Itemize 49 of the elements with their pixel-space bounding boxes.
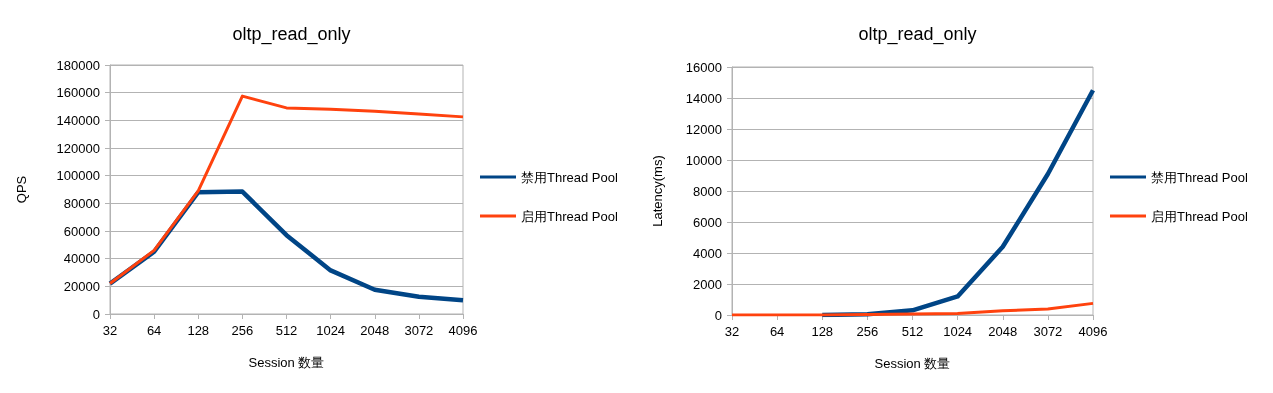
y-tick-label: 180000 xyxy=(56,57,100,73)
y-tick-label: 0 xyxy=(92,306,100,322)
x-axis-title: Session 数量 xyxy=(874,356,951,371)
legend-label: 禁用Thread Pool xyxy=(1151,169,1248,185)
y-tick-label: 100000 xyxy=(56,168,100,184)
chart-title: oltp_read_only xyxy=(232,24,351,45)
y-tick-label: 6000 xyxy=(693,214,722,230)
y-tick-label: 160000 xyxy=(56,85,100,101)
y-axis-title: QPS xyxy=(14,175,29,204)
y-tick-label: 20000 xyxy=(63,278,100,294)
legend-label: 禁用Thread Pool xyxy=(521,169,618,185)
x-tick-label: 128 xyxy=(187,323,210,338)
y-tick-label: 14000 xyxy=(685,90,722,106)
y-tick-label: 2000 xyxy=(693,276,722,292)
legend-label: 启用Thread Pool xyxy=(1151,208,1248,224)
x-tick-label: 512 xyxy=(901,324,924,339)
x-axis-title: Session 数量 xyxy=(248,355,325,370)
x-tick-label: 2048 xyxy=(360,323,390,338)
y-tick-label: 60000 xyxy=(63,223,100,239)
y-tick-label: 120000 xyxy=(56,140,100,156)
y-tick-label: 10000 xyxy=(685,152,722,168)
x-tick-label: 128 xyxy=(811,324,834,339)
y-tick-label: 0 xyxy=(714,307,722,323)
x-tick-label: 4096 xyxy=(448,323,478,338)
y-tick-label: 12000 xyxy=(685,121,722,137)
x-tick-label: 256 xyxy=(856,324,879,339)
x-tick-label: 3072 xyxy=(1033,324,1063,339)
x-tick-label: 32 xyxy=(102,323,118,338)
x-tick-label: 1024 xyxy=(943,324,973,339)
y-tick-label: 40000 xyxy=(63,251,100,267)
y-tick-label: 16000 xyxy=(685,59,722,75)
x-tick-label: 1024 xyxy=(316,323,346,338)
chart-title: oltp_read_only xyxy=(858,24,977,45)
x-tick-label: 64 xyxy=(769,324,785,339)
line-series xyxy=(730,301,1095,317)
y-tick-label: 4000 xyxy=(693,245,722,261)
y-tick-label: 140000 xyxy=(56,112,100,128)
x-tick-label: 3072 xyxy=(404,323,434,338)
x-tick-label: 32 xyxy=(724,324,740,339)
x-tick-label: 2048 xyxy=(988,324,1018,339)
y-tick-label: 8000 xyxy=(693,183,722,199)
line-series xyxy=(108,94,465,286)
legend-label: 启用Thread Pool xyxy=(521,208,618,224)
x-tick-label: 4096 xyxy=(1078,324,1108,339)
y-tick-label: 80000 xyxy=(63,195,100,211)
x-tick-label: 512 xyxy=(275,323,298,338)
y-axis-title: Latency(ms) xyxy=(650,155,665,227)
x-tick-label: 256 xyxy=(231,323,254,338)
x-tick-label: 64 xyxy=(146,323,162,338)
